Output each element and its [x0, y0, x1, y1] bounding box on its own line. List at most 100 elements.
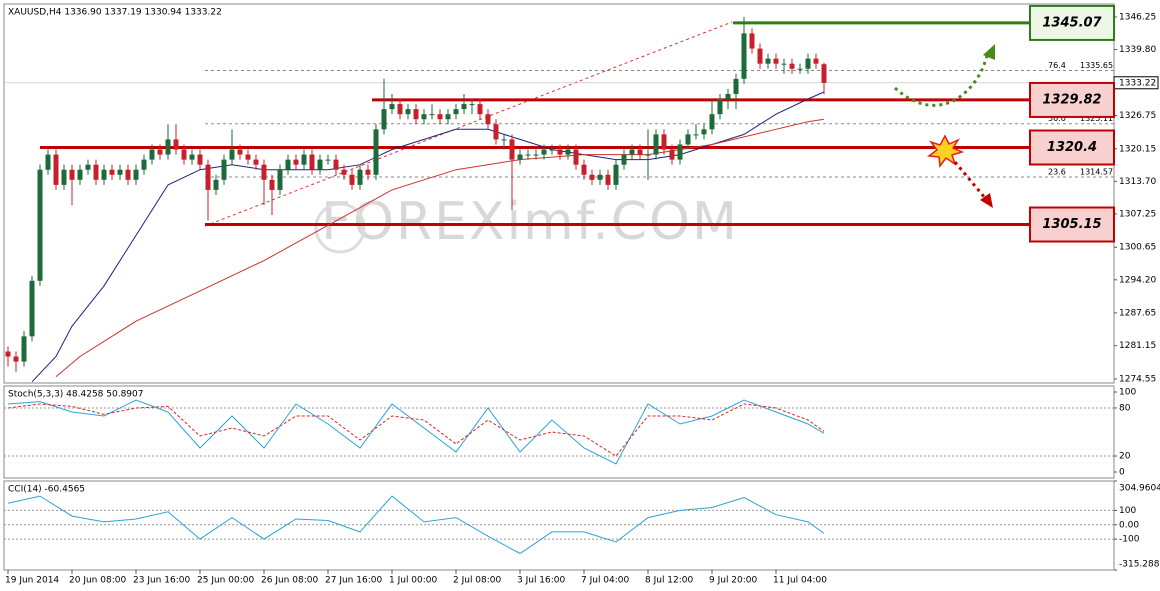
candle-body: [389, 104, 395, 110]
candle-body: [93, 164, 99, 180]
candle-body: [245, 154, 251, 160]
fib-ratio: 23.6: [1048, 167, 1066, 176]
cci-line: [7, 495, 825, 555]
candle-body: [5, 351, 11, 357]
candle-body: [781, 63, 787, 65]
candle-body: [701, 129, 707, 135]
stoch-tick-label: 100: [1119, 388, 1136, 398]
candle-body: [421, 114, 427, 120]
candle-body: [341, 169, 347, 175]
y-tick-label: 1339.80: [1119, 45, 1156, 55]
candle-body: [621, 154, 627, 165]
stoch-tick-label: 20: [1119, 452, 1131, 462]
level-box: [1029, 129, 1115, 166]
candle-body: [437, 114, 443, 120]
candle-body: [733, 78, 739, 94]
down-arrow: [953, 161, 987, 199]
candle-body: [13, 356, 19, 362]
x-tick-label: 27 Jun 16:00: [325, 576, 382, 586]
x-tick-label: 25 Jun 00:00: [197, 576, 254, 586]
candle-body: [805, 58, 811, 69]
candle-body: [77, 169, 83, 180]
candle-body: [37, 169, 43, 281]
candle-body: [277, 169, 283, 190]
candle-body: [309, 154, 315, 170]
cci-panel: [3, 480, 1115, 571]
candle-body: [101, 169, 107, 180]
level-label: 1329.82: [1042, 92, 1101, 107]
candle-body: [221, 159, 227, 180]
candle-body: [509, 139, 515, 160]
candle-body: [181, 149, 187, 160]
cci-tick-label: 304.9604: [1119, 484, 1160, 494]
candle-body: [477, 104, 483, 115]
fib-price: 1335.65: [1080, 61, 1113, 70]
candle-body: [269, 179, 275, 190]
candle-body: [797, 68, 803, 70]
fib-price: 1314.57: [1080, 167, 1113, 176]
candle-body: [629, 149, 635, 155]
break-star: [927, 134, 965, 168]
candle-body: [149, 149, 155, 160]
x-tick-label: 11 Jul 04:00: [773, 576, 827, 586]
level-label: 1305.15: [1042, 217, 1101, 232]
candle-body: [29, 280, 35, 337]
y-tick-label: 1307.25: [1119, 209, 1156, 219]
y-tick-label: 1313.70: [1119, 177, 1156, 187]
candle-body: [109, 169, 115, 175]
x-tick-label: 1 Jul 00:00: [389, 576, 438, 586]
candle-body: [789, 63, 795, 69]
candle-body: [693, 134, 699, 136]
candle-body: [213, 179, 219, 190]
x-tick-label: 2 Jul 08:00: [453, 576, 502, 586]
candle-body: [485, 114, 491, 125]
candle-body: [141, 159, 147, 170]
candle-body: [61, 169, 67, 185]
candle-body: [117, 169, 123, 175]
candle-body: [469, 104, 475, 106]
candle-body: [189, 154, 195, 160]
stoch-tick-label: 0: [1119, 468, 1125, 478]
moving-average: [55, 118, 825, 378]
candle-body: [133, 169, 139, 180]
candle-body: [285, 159, 291, 170]
candle-body: [173, 139, 179, 150]
x-tick-label: 20 Jun 08:00: [69, 576, 126, 586]
y-tick-label: 1287.65: [1119, 308, 1156, 318]
y-tick-label: 1326.75: [1119, 111, 1156, 121]
cci-tick-label: 0.00: [1119, 520, 1139, 530]
candle-body: [397, 104, 403, 115]
candle-body: [405, 109, 411, 115]
cci-title: CCI(14) -60.4565: [8, 485, 85, 495]
up-arrow-head: [983, 44, 995, 60]
candle-body: [573, 149, 579, 165]
candle-body: [813, 58, 819, 64]
candle-body: [525, 154, 531, 156]
y-tick-label: 1294.20: [1119, 275, 1156, 285]
candle-body: [253, 159, 259, 165]
level-label: 1345.07: [1042, 15, 1102, 30]
candle-body: [381, 109, 387, 130]
candle-body: [605, 174, 611, 185]
fib-price: 1325.11: [1080, 114, 1113, 123]
stochastic-title: Stoch(5,3,3) 48.4258 50.8907: [8, 390, 143, 400]
stochastic-panel: [3, 385, 1115, 479]
candle-body: [541, 149, 547, 155]
candle-body: [741, 33, 747, 79]
candle-body: [613, 164, 619, 185]
candle-body: [45, 154, 51, 170]
stoch-line: [7, 399, 825, 465]
candle-body: [325, 159, 331, 161]
candle-body: [661, 134, 667, 150]
down-arrow-head: [980, 193, 993, 208]
candle-body: [365, 169, 371, 175]
current-price-label: 1333.22: [1119, 78, 1156, 88]
candle-body: [357, 169, 363, 185]
fib-ratio: 50.0: [1048, 114, 1066, 123]
mark-layer: 1333.22 1345.07 1329.82 1320.4 1305.15: [5, 4, 1159, 555]
x-tick-label: 26 Jun 08:00: [261, 576, 318, 586]
candle-body: [749, 33, 755, 49]
candle-body: [773, 58, 779, 64]
candle-body: [557, 149, 563, 155]
level-box: [1029, 4, 1115, 41]
